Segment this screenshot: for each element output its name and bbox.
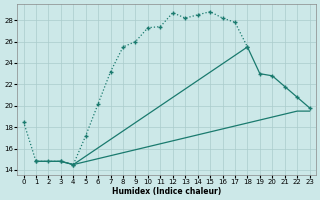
X-axis label: Humidex (Indice chaleur): Humidex (Indice chaleur) <box>112 187 221 196</box>
